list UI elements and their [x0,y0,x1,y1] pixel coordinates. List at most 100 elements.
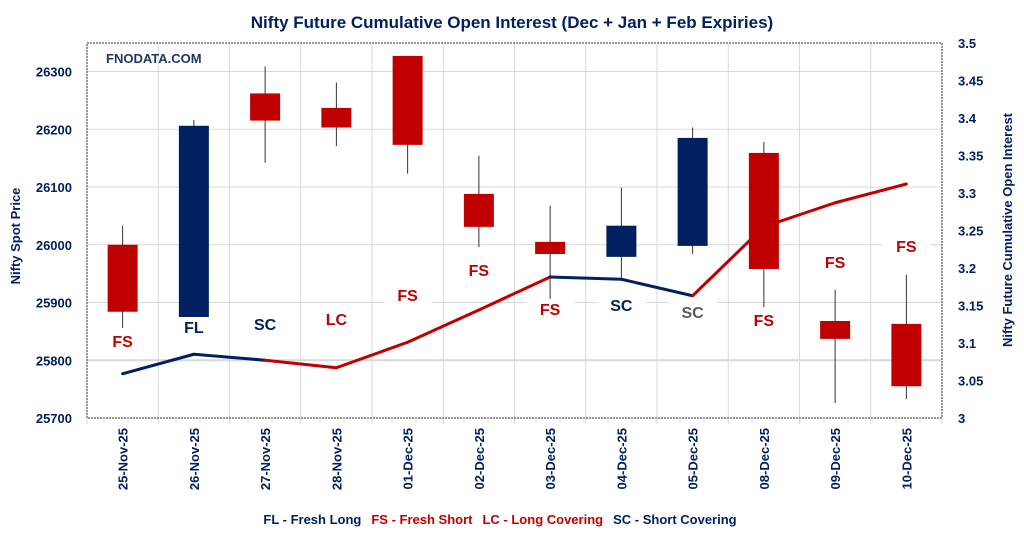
right-tick-label: 3.05 [958,374,983,389]
candle-body [677,137,708,246]
x-tick-label: 02-Dec-25 [472,428,487,489]
candle-body [891,323,922,387]
signal-labels: FS FL SC LC FS FS FS SC SC FS FS FS [98,236,931,353]
candle-02-Dec-25 [463,155,494,248]
x-tick-label: 01-Dec-25 [401,428,416,489]
candle-body [820,320,851,339]
candle-body [463,193,494,227]
candle-25-Nov-25 [107,225,138,328]
x-axis-ticks: 25-Nov-25 26-Nov-25 27-Nov-25 28-Nov-25 01-D… [116,428,915,490]
right-tick-label: 3.45 [958,74,983,89]
left-tick-label: 25800 [36,353,72,368]
legend-item-lc: LC - Long Covering [482,512,603,527]
left-axis-ticks: 25700 25800 25900 26000 26100 26200 26300 [36,65,72,427]
right-tick-label: 3.2 [958,261,976,276]
x-tick-label: 04-Dec-25 [614,428,629,489]
right-tick-label: 3.1 [958,336,976,351]
signal-label-bg [882,236,931,258]
candle-05-Dec-25 [677,127,708,254]
x-tick-label: 05-Dec-25 [686,428,701,489]
x-tick-label: 10-Dec-25 [899,428,914,489]
right-tick-label: 3.35 [958,149,983,164]
oi-segment [406,308,481,344]
chart-title: Nifty Future Cumulative Open Interest (D… [251,13,773,32]
candle-26-Nov-25 [178,120,209,319]
left-tick-label: 25900 [36,296,72,311]
x-tick-label: 09-Dec-25 [828,428,843,489]
right-axis-ticks: 3 3.05 3.1 3.15 3.2 3.25 3.3 3.35 3.4 3.45 3.5 [958,36,983,426]
signal-label: SC [254,317,277,334]
right-tick-label: 3.15 [958,299,983,314]
signal-label: SC [682,305,705,322]
plot-frame [86,42,943,419]
candle-03-Dec-25 [535,205,566,300]
candle-body [250,93,281,121]
oi-segment [762,201,837,229]
oi-segment [477,275,552,312]
signal-label-bg [98,331,147,353]
signal-label: SC [610,298,633,315]
candle-body [107,244,138,312]
left-tick-label: 26300 [36,65,72,80]
x-tick-label: 28-Nov-25 [329,428,344,490]
signal-label-bg [241,314,290,336]
candle-body [535,241,566,254]
candle-body [606,225,637,257]
signal-label: FS [896,239,917,256]
candle-09-Dec-25 [820,289,851,403]
candles [107,55,922,403]
x-tick-label: 03-Dec-25 [543,428,558,489]
right-tick-label: 3.25 [958,224,983,239]
signal-label-bg [454,260,503,282]
watermark: FNODATA.COM [106,51,202,66]
left-axis-title: Nifty Spot Price [8,188,23,285]
signal-label-bg [668,302,717,324]
right-tick-label: 3 [958,411,965,426]
oi-segment [263,358,338,370]
left-tick-label: 26000 [36,238,72,253]
signal-label: FS [540,302,561,319]
right-axis-title: Nifty Future Cumulative Open Interest [1000,112,1015,347]
oi-segment [548,275,623,281]
oi-segment [619,277,695,298]
signal-label-bg [526,299,575,321]
candle-body [748,152,779,270]
signal-label: FS [397,288,418,305]
legend-item-fs: FS - Fresh Short [371,512,473,527]
right-tick-label: 3.3 [958,186,976,201]
legend-item-fl: FL - Fresh Long [263,512,361,527]
signal-label-bg [811,252,860,274]
signal-label-bg [739,310,788,332]
signal-label: FS [825,255,846,272]
signal-label-bg [312,309,361,331]
right-tick-label: 3.4 [958,111,977,126]
candle-28-Nov-25 [321,82,352,146]
candle-04-Dec-25 [606,187,637,279]
gridlines [86,43,943,424]
x-tick-label: 26-Nov-25 [187,428,202,490]
right-tick-label: 3.5 [958,36,976,51]
signal-label-bg [169,317,218,339]
oi-segment [833,182,908,205]
legend-item-sc: SC - Short Covering [613,512,737,527]
oi-segment [192,352,267,362]
x-tick-label: 25-Nov-25 [116,428,131,490]
oi-segment [121,352,196,376]
candle-body [392,55,423,145]
signal-label: FS [469,263,490,280]
candle-27-Nov-25 [250,66,281,163]
candle-08-Dec-25 [748,141,779,308]
signal-label: LC [326,312,348,329]
candle-body [321,107,352,128]
left-tick-label: 26200 [36,122,72,137]
candle-body [178,125,209,319]
x-tick-label: 08-Dec-25 [757,428,772,489]
legend: FL - Fresh Long FS - Fresh Short LC - Long… [263,512,736,527]
oi-segment [691,225,766,298]
oi-segment [334,340,410,370]
candle-10-Dec-25 [891,274,922,399]
left-tick-label: 25700 [36,411,72,426]
signal-label: FL [184,320,204,337]
left-tick-label: 26100 [36,180,72,195]
